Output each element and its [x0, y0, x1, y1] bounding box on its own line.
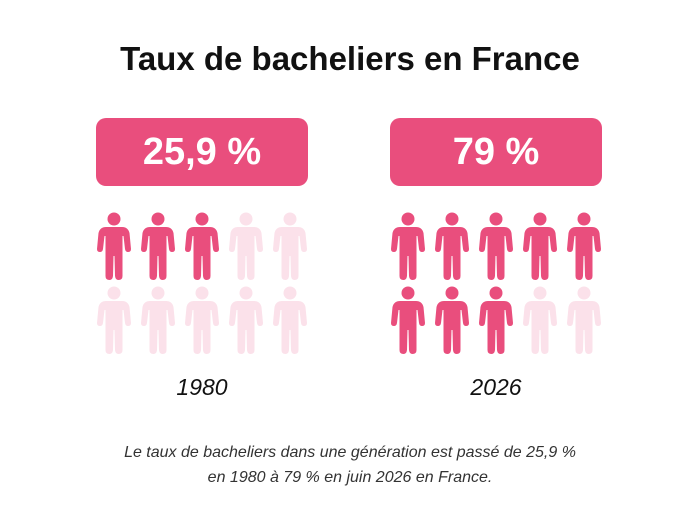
person-icon-1980-4-faded	[229, 212, 263, 280]
person-icon-1980-9-faded	[229, 286, 263, 354]
caption: Le taux de bacheliers dans une génératio…	[40, 440, 660, 490]
year-label-2026: 2026	[470, 374, 522, 400]
person-icon-1980-6-faded	[97, 286, 131, 354]
panel-2026: 79 %	[390, 118, 602, 354]
person-icon-2026-6-filled	[391, 286, 425, 354]
person-icon-1980-5-faded	[273, 212, 307, 280]
person-icon-2026-3-filled	[479, 212, 513, 280]
person-icon-2026-5-filled	[567, 212, 601, 280]
caption-line-2: en 1980 à 79 % en juin 2026 en France.	[207, 469, 493, 486]
person-icon-2026-9-faded	[523, 286, 557, 354]
person-icon-1980-8-faded	[185, 286, 219, 354]
panel-1980: 25,9 %	[96, 118, 308, 354]
person-icon-2026-7-filled	[435, 286, 469, 354]
person-icon-2026-8-filled	[479, 286, 513, 354]
pictogram-grid-2026	[390, 212, 602, 354]
person-icon-2026-1-filled	[391, 212, 425, 280]
person-icon-2026-10-faded	[567, 286, 601, 354]
chart-title: Taux de bacheliers en France	[120, 40, 580, 77]
person-icon-2026-4-filled	[523, 212, 557, 280]
value-badge-1980: 25,9 %	[96, 118, 308, 186]
person-icon-1980-7-faded	[141, 286, 175, 354]
person-icon-1980-10-faded	[273, 286, 307, 354]
person-icon-2026-2-filled	[435, 212, 469, 280]
person-icon-1980-3-filled	[185, 212, 219, 280]
caption-line-1: Le taux de bacheliers dans une génératio…	[124, 444, 576, 461]
year-label-1980: 1980	[176, 374, 228, 400]
person-icon-1980-1-filled	[97, 212, 131, 280]
person-icon-1980-2-filled	[141, 212, 175, 280]
value-badge-2026: 79 %	[390, 118, 602, 186]
pictogram-grid-1980	[96, 212, 308, 354]
